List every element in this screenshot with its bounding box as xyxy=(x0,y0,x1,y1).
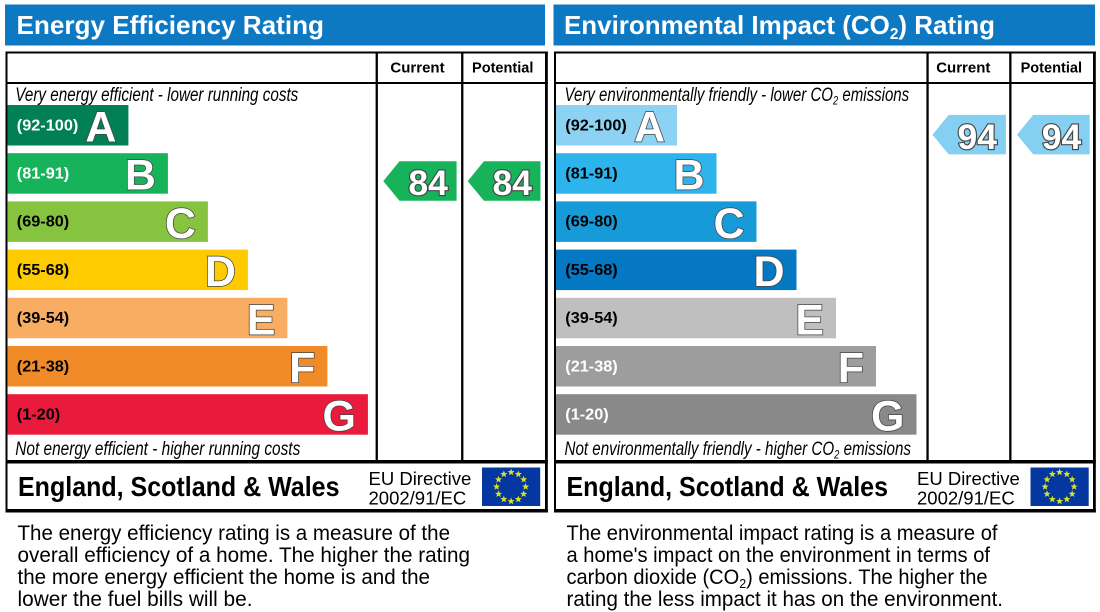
svg-text:England, Scotland & Wales: England, Scotland & Wales xyxy=(567,471,889,502)
svg-text:Current: Current xyxy=(936,60,990,77)
svg-text:B: B xyxy=(125,152,156,200)
svg-text:94: 94 xyxy=(958,117,998,157)
svg-text:carbon dioxide (CO2) emissions: carbon dioxide (CO2) emissions. The high… xyxy=(567,566,988,591)
svg-text:Environmental Impact (CO2) Rat: Environmental Impact (CO2) Rating xyxy=(564,10,995,43)
svg-text:Not environmentally friendly -: Not environmentally friendly - higher CO… xyxy=(565,438,912,462)
svg-text:A: A xyxy=(85,104,116,152)
svg-text:overall efficiency of a home.: overall efficiency of a home. The higher… xyxy=(18,544,471,567)
svg-text:Very energy efficient - lower: Very energy efficient - lower running co… xyxy=(15,84,298,106)
svg-text:2002/91/EC: 2002/91/EC xyxy=(369,488,467,509)
svg-text:Potential: Potential xyxy=(1021,60,1082,77)
svg-text:F: F xyxy=(838,345,864,393)
svg-text:G: G xyxy=(871,393,904,441)
svg-text:(69-80): (69-80) xyxy=(565,214,617,231)
svg-text:(1-20): (1-20) xyxy=(565,407,608,424)
svg-text:a home's impact on the environ: a home's impact on the environment in te… xyxy=(567,544,991,567)
svg-text:England, Scotland & Wales: England, Scotland & Wales xyxy=(18,471,340,502)
svg-text:(92-100): (92-100) xyxy=(17,117,79,134)
svg-text:84: 84 xyxy=(408,163,448,203)
svg-text:F: F xyxy=(289,345,315,393)
svg-text:2002/91/EC: 2002/91/EC xyxy=(917,488,1015,509)
svg-text:The environmental impact ratin: The environmental impact rating is a mea… xyxy=(567,522,998,545)
svg-text:Potential: Potential xyxy=(472,60,533,77)
svg-text:(55-68): (55-68) xyxy=(17,262,69,279)
svg-text:(1-20): (1-20) xyxy=(17,407,60,424)
svg-text:(55-68): (55-68) xyxy=(565,262,617,279)
svg-text:Very environmentally friendly: Very environmentally friendly - lower CO… xyxy=(565,84,910,108)
svg-text:E: E xyxy=(247,296,276,344)
svg-text:G: G xyxy=(322,393,355,441)
svg-text:(21-38): (21-38) xyxy=(565,358,617,375)
svg-text:B: B xyxy=(673,152,704,200)
svg-text:D: D xyxy=(205,248,236,296)
svg-text:rating the less impact it has: rating the less impact it has on the env… xyxy=(567,588,1004,611)
svg-text:(81-91): (81-91) xyxy=(17,166,69,183)
svg-text:The energy efficiency rating i: The energy efficiency rating is a measur… xyxy=(18,522,451,545)
svg-text:C: C xyxy=(165,200,196,248)
svg-text:E: E xyxy=(795,296,824,344)
svg-text:94: 94 xyxy=(1042,117,1082,157)
svg-text:A: A xyxy=(634,104,665,152)
svg-text:(21-38): (21-38) xyxy=(17,358,69,375)
svg-text:(92-100): (92-100) xyxy=(565,117,627,134)
svg-text:Energy Efficiency Rating: Energy Efficiency Rating xyxy=(17,10,325,40)
svg-text:D: D xyxy=(753,248,784,296)
svg-text:Current: Current xyxy=(390,60,444,77)
svg-text:(81-91): (81-91) xyxy=(565,166,617,183)
svg-text:EU Directive: EU Directive xyxy=(917,468,1020,489)
svg-text:84: 84 xyxy=(492,163,532,203)
svg-text:(39-54): (39-54) xyxy=(565,310,617,327)
svg-text:C: C xyxy=(713,200,744,248)
svg-text:(69-80): (69-80) xyxy=(17,214,69,231)
svg-text:lower the fuel bills will be.: lower the fuel bills will be. xyxy=(18,588,253,611)
svg-text:the more energy efficient the: the more energy efficient the home is an… xyxy=(18,566,431,589)
svg-text:Not energy efficient - higher: Not energy efficient - higher running co… xyxy=(15,438,300,460)
svg-text:(39-54): (39-54) xyxy=(17,310,69,327)
svg-text:EU Directive: EU Directive xyxy=(369,468,472,489)
